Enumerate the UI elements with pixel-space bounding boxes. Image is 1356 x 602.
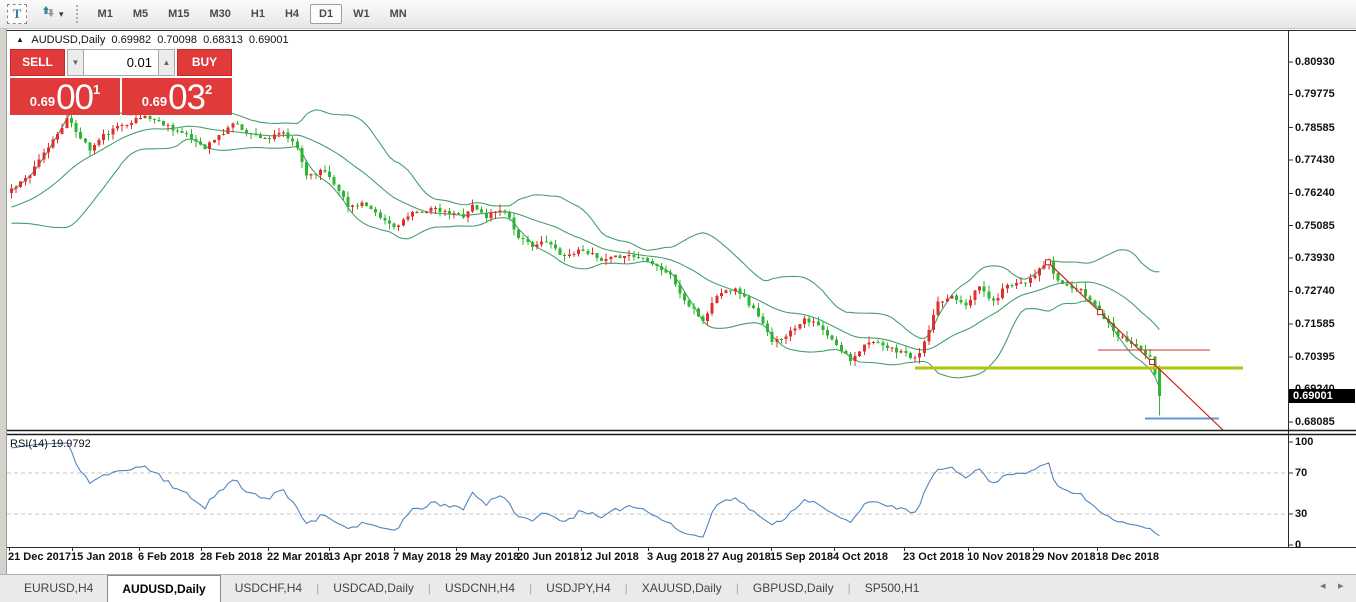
buy-button[interactable]: BUY <box>177 49 232 76</box>
chart-header: ▲ AUDUSD,Daily 0.69982 0.70098 0.68313 0… <box>16 34 292 46</box>
tab-scroll-left-button[interactable]: ◂ <box>1320 580 1326 592</box>
date-label: 22 Mar 2018 <box>267 551 330 563</box>
tab-item-audusd-daily[interactable]: AUDUSD,Daily <box>107 575 221 602</box>
date-label: 4 Oct 2018 <box>833 551 889 563</box>
date-label: 13 Apr 2018 <box>328 551 390 563</box>
text-tool-button[interactable]: T <box>7 4 27 24</box>
price-axis-label: 0.79775 <box>1295 88 1335 101</box>
tab-divider: | <box>529 581 533 595</box>
date-label: 29 Nov 2018 <box>1032 551 1096 563</box>
rsi-indicator-label: RSI(14) 19.9792 <box>10 438 91 450</box>
timeframe-button-w1[interactable]: W1 <box>353 8 370 20</box>
date-label: 20 Jun 2018 <box>517 551 580 563</box>
date-label: 15 Jan 2018 <box>71 551 133 563</box>
buy-quote[interactable]: 0.69 03 2 <box>122 78 232 115</box>
low-value: 0.68313 <box>203 34 243 46</box>
rsi-axis-label: 100 <box>1295 436 1314 448</box>
date-label: 7 May 2018 <box>393 551 452 563</box>
timeframe-button-h1[interactable]: H1 <box>250 8 265 20</box>
volume-down-button[interactable]: ▼ <box>67 49 84 76</box>
timeframe-button-m15[interactable]: M15 <box>168 8 190 20</box>
price-axis-label: 0.80930 <box>1295 56 1335 68</box>
timeframe-button-m5[interactable]: M5 <box>132 8 149 20</box>
close-value: 0.69001 <box>248 34 289 46</box>
date-label: 18 Dec 2018 <box>1096 551 1159 563</box>
tab-divider: | <box>847 581 851 595</box>
tab-item-usdjpy-h4[interactable]: USDJPY,H4 <box>546 581 611 595</box>
tab-item-usdcad-daily[interactable]: USDCAD,Daily <box>333 581 414 595</box>
sell-price-pipette: 1 <box>93 82 101 97</box>
tab-item-gbpusd-daily[interactable]: GBPUSD,Daily <box>752 581 834 595</box>
date-label: 3 Aug 2018 <box>647 551 705 563</box>
price-axis-label: 0.70395 <box>1295 351 1335 364</box>
arrange-arrows-icon <box>41 4 56 24</box>
price-axis-label: 0.71585 <box>1295 317 1335 330</box>
open-value: 0.69982 <box>111 34 152 46</box>
volume-input[interactable] <box>84 49 158 76</box>
tab-item-eurusd-h4[interactable]: EURUSD,H4 <box>24 581 94 595</box>
price-axis-label: 0.73930 <box>1295 252 1335 265</box>
chevron-down-icon: ▾ <box>59 8 64 19</box>
symbol-label: AUDUSD,Daily <box>31 34 106 46</box>
chart-tab-bar: EURUSD,H4 AUDUSD,Daily USDCHF,H4 | USDCAD,Da… <box>0 574 1356 602</box>
date-label: 23 Oct 2018 <box>903 551 965 563</box>
sell-price-prefix: 0.69 <box>29 94 56 109</box>
timeframe-button-mn[interactable]: MN <box>389 8 407 20</box>
tab-scroll-right-button[interactable]: ▸ <box>1338 580 1344 592</box>
date-label: 29 May 2018 <box>455 551 520 563</box>
date-label: 21 Dec 2017 <box>8 551 71 563</box>
one-click-trade-panel: SELL ▼ ▲ BUY 0.69 00 1 0.69 03 2 <box>10 49 232 115</box>
timeframe-button-h4[interactable]: H4 <box>284 8 300 20</box>
date-label: 6 Feb 2018 <box>138 551 195 563</box>
collapse-panel-icon[interactable]: ▲ <box>16 35 24 44</box>
date-label: 28 Feb 2018 <box>200 551 263 563</box>
sell-quote[interactable]: 0.69 00 1 <box>10 78 120 115</box>
tab-item-sp500-h1[interactable]: SP500,H1 <box>864 581 920 595</box>
rsi-axis-label: 0 <box>1295 539 1302 551</box>
timeframe-button-m30[interactable]: M30 <box>209 8 231 20</box>
price-axis-label: 0.78585 <box>1295 121 1335 134</box>
current-price-badge: 0.69001 <box>1289 389 1355 404</box>
tab-divider: | <box>624 581 628 595</box>
tab-item-xauusd-daily[interactable]: XAUUSD,Daily <box>641 581 722 595</box>
tab-divider: | <box>735 581 739 595</box>
tab-divider: | <box>316 581 320 595</box>
rsi-axis-label: 70 <box>1295 466 1308 479</box>
timeframe-button-m1[interactable]: M1 <box>97 8 113 20</box>
tab-item-usdcnh-h4[interactable]: USDCNH,H4 <box>445 581 516 595</box>
date-label: 12 Jul 2018 <box>580 551 639 563</box>
buy-price-pips: 03 <box>168 78 206 117</box>
price-axis-label: 0.72740 <box>1295 285 1335 298</box>
date-label: 10 Nov 2018 <box>967 551 1031 563</box>
price-axis-label: 0.77430 <box>1295 154 1335 167</box>
volume-up-button[interactable]: ▲ <box>158 49 175 76</box>
tab-item-usdchf-h4[interactable]: USDCHF,H4 <box>234 581 303 595</box>
sell-price-pips: 00 <box>56 78 94 117</box>
price-axis-label: 0.76240 <box>1295 187 1335 200</box>
arrange-windows-button[interactable]: ▾ <box>41 4 64 24</box>
toolbar: T ▾ M1 M5 M15 M30 H1 H4 D1 W1 MN <box>0 0 1356 29</box>
toolbar-grip <box>75 5 78 23</box>
price-axis-label: 0.68085 <box>1295 415 1335 428</box>
date-label: 15 Sep 2018 <box>770 551 833 563</box>
buy-price-prefix: 0.69 <box>141 94 168 109</box>
sell-button[interactable]: SELL <box>10 49 65 76</box>
rsi-axis-label: 30 <box>1295 508 1308 521</box>
buy-price-pipette: 2 <box>205 82 213 97</box>
high-value: 0.70098 <box>157 34 197 46</box>
date-label: 27 Aug 2018 <box>707 551 771 563</box>
tab-divider: | <box>427 581 431 595</box>
price-axis-label: 0.75085 <box>1295 219 1335 232</box>
timeframe-button-d1[interactable]: D1 <box>310 4 343 24</box>
